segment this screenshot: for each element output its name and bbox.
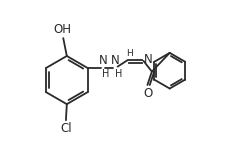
Text: OH: OH	[53, 23, 71, 36]
Text: H: H	[126, 49, 133, 58]
Text: N: N	[111, 54, 120, 67]
Text: O: O	[144, 87, 153, 100]
Text: Cl: Cl	[60, 122, 72, 135]
Text: N: N	[143, 53, 152, 66]
Text: H: H	[115, 69, 122, 79]
Text: N: N	[98, 54, 107, 67]
Text: H: H	[102, 69, 110, 79]
